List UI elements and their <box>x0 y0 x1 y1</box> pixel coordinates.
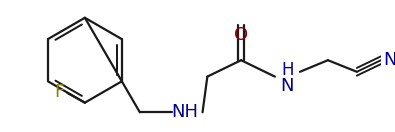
Text: N: N <box>383 51 395 69</box>
Text: F: F <box>55 83 65 101</box>
Text: NH: NH <box>172 103 199 121</box>
Text: H: H <box>281 61 293 79</box>
Text: O: O <box>234 26 248 44</box>
Text: N: N <box>281 77 294 95</box>
